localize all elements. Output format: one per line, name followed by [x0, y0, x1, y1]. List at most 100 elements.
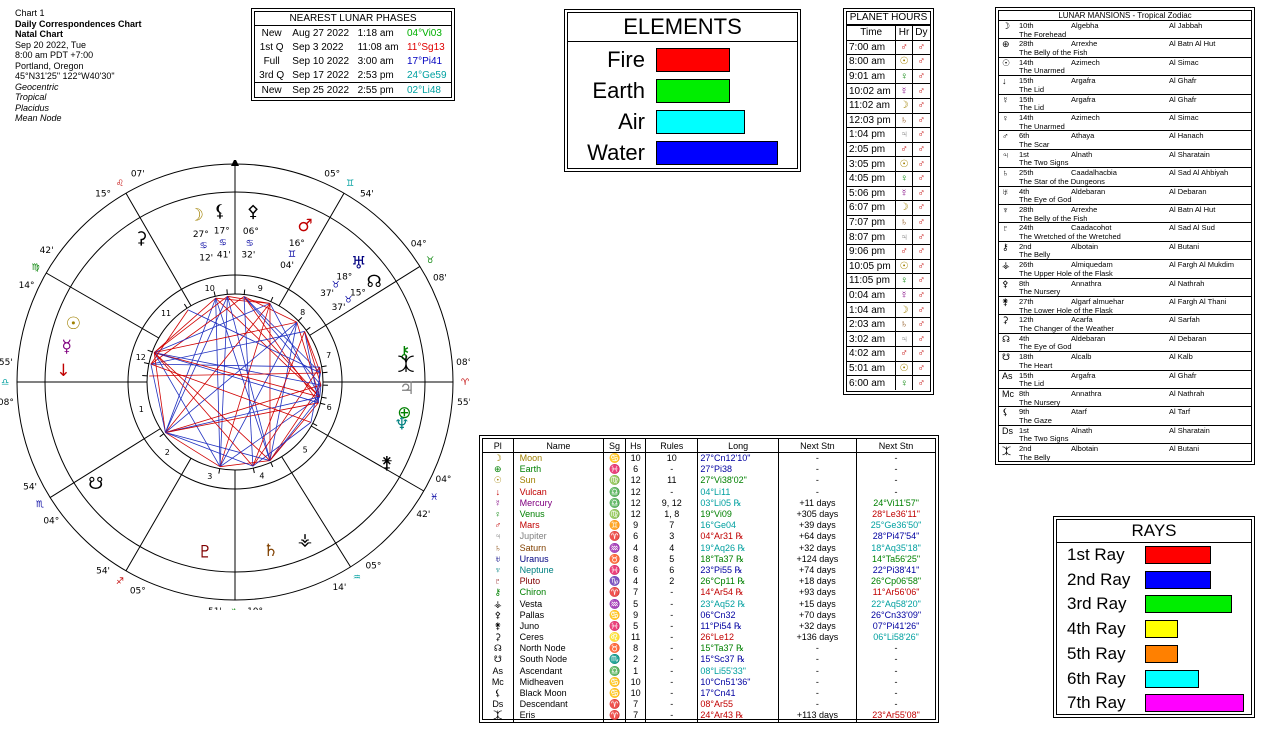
hour-ruler-glyph: ♀ — [895, 170, 913, 187]
hour-ruler-glyph: ♃ — [895, 229, 913, 245]
aspect-line — [227, 296, 320, 398]
planet-row: ⚷ Chiron ♈ 7-14°Ar54 ℞ +93 days 11°Ar56'06" — [483, 587, 935, 599]
mansion-planet-glyph: ⚸ — [1002, 407, 1009, 418]
wheel-planet-min: 37' — [320, 289, 334, 299]
wheel-planet-glyph: ♇ — [198, 542, 213, 562]
next-station-days: +70 days — [777, 609, 857, 621]
lunar-mansion-row: ⚳ 12th Acarfa Al Sarfah The Changer of the W… — [999, 314, 1251, 333]
planet-name: Ceres — [512, 632, 604, 644]
hour-ruler-glyph: ♀ — [895, 273, 913, 289]
hour-ruler-glyph: ☿ — [895, 185, 913, 201]
mansion-meaning: The Nursery — [1019, 287, 1061, 297]
next-station-days: - — [777, 464, 857, 476]
aspect-ring — [146, 293, 324, 471]
planet-hour-row: 1:04 pm ♃ ♂ — [847, 127, 930, 143]
hour-ruler-glyph: ☽ — [895, 97, 913, 114]
mansion-arabic-name: Al Ghafr — [1169, 76, 1197, 86]
mansion-name: Caadalhacbia — [1071, 168, 1117, 178]
hour-ruler-glyph: ☿ — [895, 83, 913, 99]
aspect-line — [227, 296, 271, 461]
phase-position: 04°Vi03 — [406, 27, 442, 39]
cusp-sign-glyph: ♓ — [430, 493, 438, 503]
planet-glyph: ♀ — [494, 509, 502, 520]
cusp-degree: 14° — [19, 281, 35, 291]
planet-longitude: 08°Ar55 — [697, 699, 779, 711]
planet-tick — [252, 467, 255, 474]
planet-rules: 4 — [645, 542, 698, 554]
aspect-line — [219, 303, 271, 467]
aspect-line — [149, 372, 321, 377]
planet-longitude: 23°Aq52 ℞ — [697, 598, 779, 610]
planet-name: Sun — [512, 475, 604, 487]
wheel-planet-deg: 06° — [243, 227, 259, 237]
mansion-meaning: The Upper Hole of the Flask — [1019, 268, 1113, 278]
planet-rules: - — [645, 486, 698, 498]
mansion-meaning: The Lid — [1019, 103, 1045, 113]
planet-name: Jupiter — [512, 531, 604, 543]
mansion-number: 14th — [1019, 113, 1034, 122]
planet-glyph: ☉ — [493, 475, 502, 486]
ray-label: 4th Ray — [1067, 619, 1126, 639]
cusp-minute: 54' — [23, 482, 37, 492]
lunar-mansion-row: ☊ 4th Aldebaran Al Debaran The Eye of God — [999, 332, 1251, 352]
mansion-planet-glyph: ⚴ — [1002, 278, 1009, 289]
hour-time: 1:04 am — [847, 302, 896, 318]
mansion-name: Algebha — [1071, 21, 1099, 30]
cusp-sign-glyph: ♈ — [461, 378, 470, 388]
planet-rules: - — [645, 464, 698, 476]
planet-house: 1 — [625, 665, 646, 677]
hour-ruler-glyph: ♄ — [895, 316, 913, 332]
phase-position: 17°Pi41 — [406, 55, 443, 67]
cusp-degree: 15° — [95, 190, 111, 200]
planet-rules: 6 — [645, 564, 698, 577]
mansion-planet-glyph: ♀ — [1002, 113, 1009, 123]
aspect-line — [154, 321, 297, 353]
mansion-number: 8th — [1019, 389, 1030, 398]
mansion-number: 4th — [1019, 333, 1030, 343]
planet-longitude: 14°Ar54 ℞ — [697, 587, 779, 599]
lunar-mansion-row: ☋ 18th Alcalb Al Kalb The Heart — [999, 351, 1251, 370]
planet-row: ⚸ Black Moon ♋ 10-17°Cn41- - — [483, 687, 935, 700]
planet-sign: ♎ — [603, 665, 626, 677]
next-station-days: - — [777, 654, 857, 666]
aspect-line — [215, 297, 271, 304]
next-station-days: - — [777, 676, 857, 688]
planet-glyph: ♃ — [494, 531, 502, 542]
mansion-meaning: The Eye of God — [1019, 342, 1072, 352]
planet-house: 10 — [625, 687, 646, 700]
next-station-position: - — [856, 654, 935, 666]
lunar-mansion-row: ☿ 15th Argafra Al Ghafr The Lid — [999, 93, 1251, 113]
mansion-meaning: The Gaze — [1019, 415, 1052, 425]
chart-date: Sep 20 2022, Tue — [15, 39, 87, 50]
element-row: Water — [568, 137, 797, 168]
planet-rules: 10 — [645, 452, 698, 465]
hour-ruler-glyph: ♂ — [895, 39, 913, 55]
ray-bar — [1145, 620, 1178, 639]
hour-time: 10:05 pm — [847, 258, 896, 274]
hour-ruler-glyph: ♃ — [895, 127, 913, 143]
planet-name: Uranus — [512, 553, 604, 565]
planet-rules: 11 — [645, 475, 698, 487]
planet-row: ⊕ Earth ♓ 6-27°Pi38- - — [483, 464, 935, 476]
planet-house: 12 — [625, 508, 646, 521]
planet-rules: - — [645, 665, 698, 677]
phase-time: 11:08 am — [357, 41, 399, 53]
hour-time: 8:07 pm — [847, 229, 896, 245]
lunar-mansion-row: ⚸ 9th Atarf Al Tarf The Gaze — [999, 406, 1251, 425]
planet-hours-title: PLANET HOURS — [847, 12, 930, 25]
cusp-minute: 14' — [332, 583, 346, 593]
mansion-number: 1st — [1019, 149, 1030, 159]
hour-ruler-glyph: ♀ — [895, 375, 913, 390]
mansion-meaning: The Belly — [1019, 452, 1051, 462]
wheel-planet-deg: 17° — [214, 227, 230, 237]
house-cusp-line — [281, 456, 351, 568]
wheel-planet-sign: ♋ — [219, 239, 227, 249]
planet-longitude: 27°Pi38 — [697, 464, 779, 476]
mansion-planet-glyph: As — [1002, 370, 1013, 381]
house-cusp-line — [45, 272, 160, 339]
planet-rules: - — [645, 609, 698, 621]
cusp-degree: 10° — [247, 607, 263, 610]
planet-house: 9 — [625, 609, 646, 621]
aspect-line — [220, 460, 271, 468]
hour-time: 5:01 am — [847, 360, 896, 376]
